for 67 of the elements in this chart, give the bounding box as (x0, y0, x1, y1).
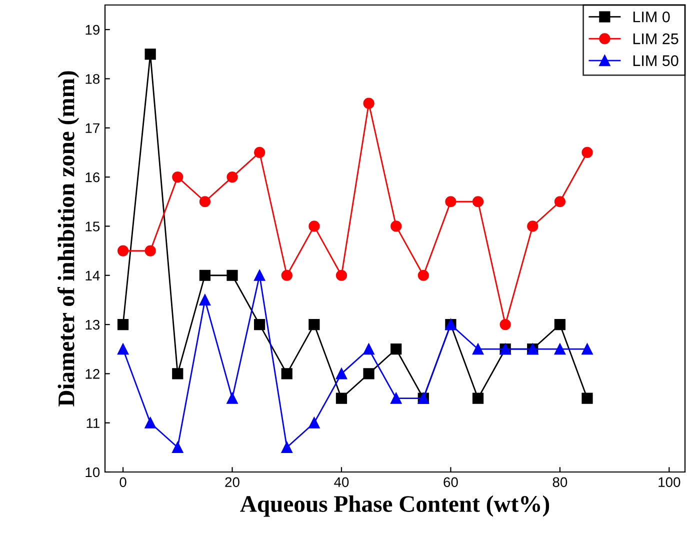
point (254, 146, 266, 158)
point (281, 368, 292, 380)
point (281, 442, 292, 453)
point (172, 171, 184, 183)
x-tick-label: 80 (552, 477, 568, 488)
point (308, 417, 320, 428)
point (418, 270, 429, 281)
x-tick-label: 100 (658, 477, 680, 488)
point (117, 245, 129, 256)
point (363, 368, 374, 380)
y-tick-label: 19 (86, 24, 100, 35)
point (308, 220, 320, 232)
x-tick-label: 60 (444, 477, 458, 488)
y-tick-label: 18 (86, 74, 100, 84)
point (254, 270, 266, 281)
point (336, 392, 348, 404)
point (336, 368, 348, 380)
point (144, 48, 156, 60)
point (254, 318, 266, 330)
point (582, 146, 593, 158)
y-tick-label: 15 (86, 222, 100, 232)
x-axis-title: Aqueous Phase Content (wt%) (240, 495, 550, 517)
x-tick-label: 40 (334, 477, 349, 488)
y-tick-label: 14 (86, 270, 100, 280)
point (226, 171, 238, 183)
point (281, 270, 292, 281)
point (199, 294, 210, 306)
point (172, 368, 184, 380)
point (554, 318, 566, 330)
point (363, 98, 374, 109)
point (500, 318, 511, 330)
point (117, 344, 129, 355)
point (472, 196, 484, 208)
point (527, 220, 538, 232)
point (445, 196, 456, 208)
legend-label: LIM 25 (633, 33, 678, 44)
point (554, 196, 566, 208)
point (390, 392, 402, 404)
y-tick-label: 16 (86, 172, 100, 182)
x-tick-label: 0 (120, 477, 126, 488)
point (472, 392, 484, 404)
point (390, 344, 402, 355)
point (226, 270, 238, 281)
y-tick-label: 17 (86, 123, 100, 133)
y-tick-label: 12 (86, 369, 100, 379)
point (390, 220, 402, 232)
y-tick-label: 11 (86, 418, 100, 428)
x-tick-label: 20 (225, 477, 240, 488)
point (308, 318, 320, 330)
point (199, 196, 210, 208)
legend-label: LIM 50 (633, 55, 678, 66)
point (582, 344, 593, 355)
point (582, 392, 593, 404)
point (144, 417, 156, 428)
point (336, 270, 348, 281)
point (199, 270, 210, 281)
point (472, 344, 484, 355)
point (117, 318, 129, 330)
y-tick-label: 10 (86, 467, 100, 478)
point (172, 442, 184, 453)
y-tick-label: 13 (86, 320, 100, 330)
legend-label: LIM 0 (633, 12, 670, 22)
point (226, 392, 238, 404)
point (554, 344, 566, 355)
y-axis-title: Diameter of inhibition zone (mm) (57, 71, 80, 406)
point (363, 344, 374, 355)
point (144, 245, 156, 256)
